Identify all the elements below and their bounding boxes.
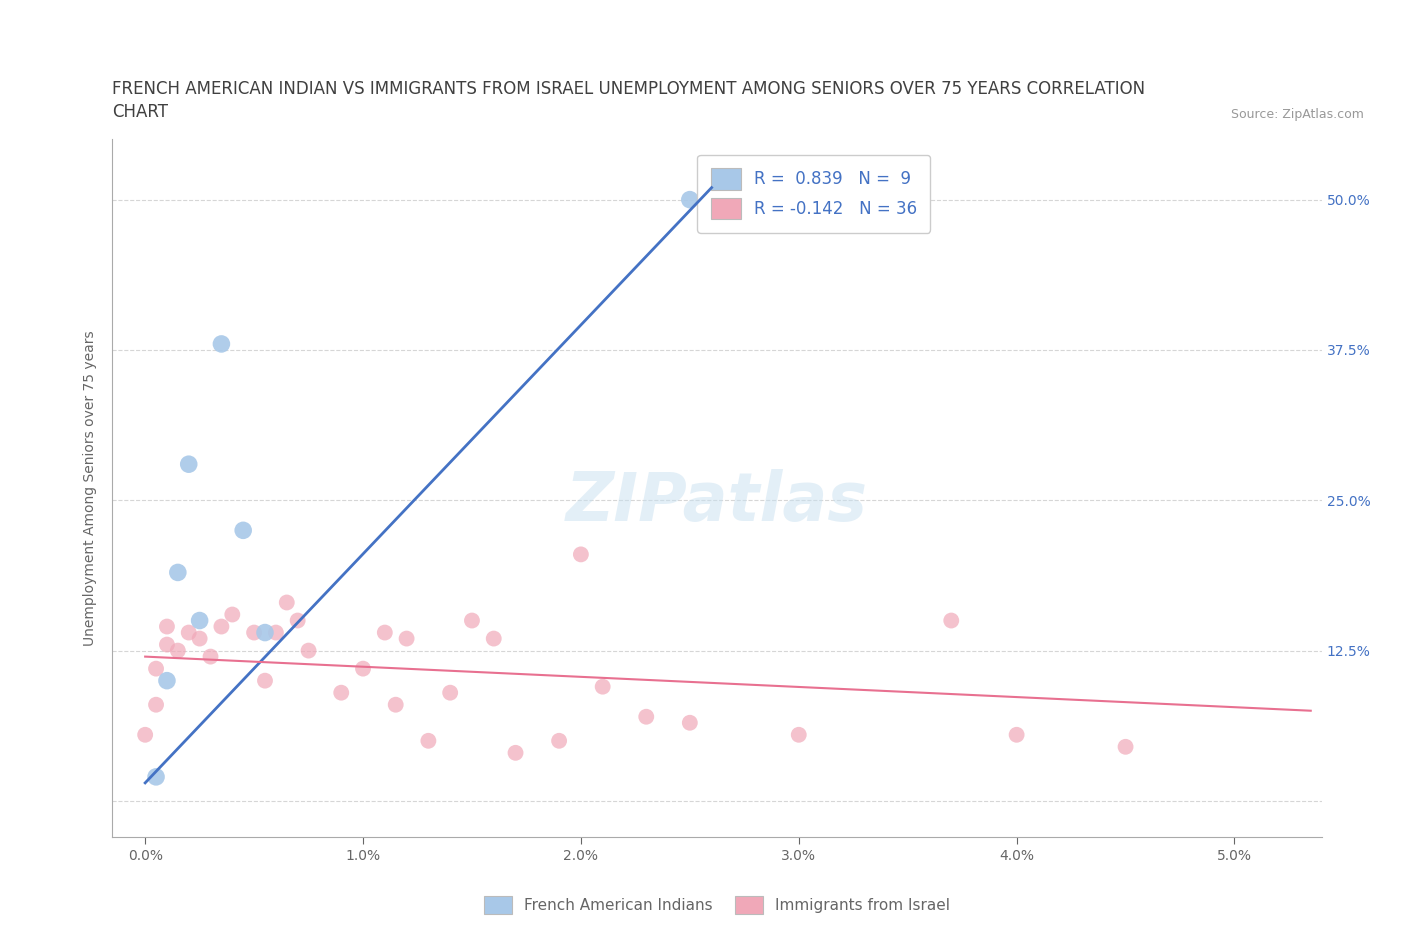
Point (679, 715, 702, 730)
Point (145, 769, 167, 784)
Point (253, 673, 276, 688)
Point (232, 523, 254, 538)
Text: CHART: CHART (112, 103, 169, 121)
Point (395, 631, 418, 646)
Point (384, 698, 406, 712)
Point (297, 644, 319, 658)
Point (592, 679, 614, 694)
Point (134, 727, 156, 742)
Point (156, 673, 179, 688)
Point (188, 613, 211, 628)
Point (177, 625, 200, 640)
Point (548, 734, 571, 749)
Point (264, 625, 287, 640)
Point (287, 613, 309, 628)
Point (1115, 739, 1137, 754)
Point (374, 625, 396, 640)
Point (941, 613, 963, 628)
Point (787, 727, 810, 742)
Text: Source: ZipAtlas.com: Source: ZipAtlas.com (1230, 108, 1364, 121)
Point (1005, 727, 1028, 742)
Legend: French American Indians, Immigrants from Israel: French American Indians, Immigrants from… (478, 890, 956, 920)
Point (209, 337, 232, 352)
Point (569, 547, 592, 562)
Point (221, 607, 243, 622)
Point (461, 613, 484, 628)
Point (166, 565, 188, 580)
Text: ZIPatlas: ZIPatlas (567, 470, 868, 535)
Point (145, 661, 167, 676)
Point (276, 595, 298, 610)
Point (188, 631, 211, 646)
Point (253, 625, 276, 640)
Point (145, 698, 167, 712)
Point (166, 644, 188, 658)
Text: FRENCH AMERICAN INDIAN VS IMMIGRANTS FROM ISRAEL UNEMPLOYMENT AMONG SENIORS OVER: FRENCH AMERICAN INDIAN VS IMMIGRANTS FRO… (112, 80, 1146, 98)
Point (200, 649, 222, 664)
Point (482, 631, 505, 646)
Point (636, 710, 658, 724)
Point (505, 745, 527, 760)
Point (156, 637, 179, 652)
Point (352, 661, 374, 676)
Point (439, 685, 461, 700)
Y-axis label: Unemployment Among Seniors over 75 years: Unemployment Among Seniors over 75 years (83, 330, 97, 646)
Point (209, 619, 232, 634)
Point (243, 625, 266, 640)
Point (177, 457, 200, 472)
Point (330, 685, 353, 700)
Point (418, 734, 440, 749)
Point (679, 193, 702, 207)
Point (156, 619, 179, 634)
